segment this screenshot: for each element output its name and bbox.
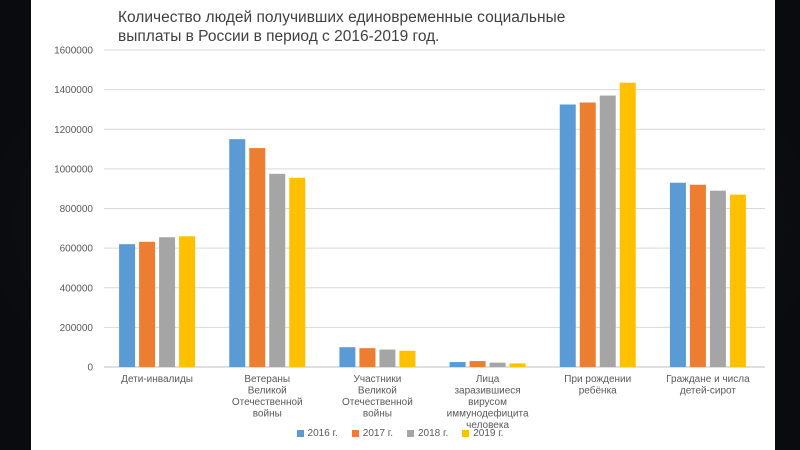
bar — [689, 184, 706, 367]
x-tick-label: Участники Великой Отечественной войны — [342, 374, 413, 420]
y-tick-label: 400000 — [60, 283, 94, 294]
x-axis-labels: Дети-инвалиды Ветераны Великой Отечественно… — [121, 374, 750, 431]
bar — [619, 82, 636, 368]
y-tick-label: 1200000 — [54, 125, 93, 136]
y-tick-label: 1000000 — [54, 164, 93, 175]
bar — [159, 237, 176, 367]
legend-swatch — [351, 430, 359, 437]
legend-label: 2018 г. — [418, 428, 449, 439]
bar — [249, 148, 266, 367]
bar — [729, 194, 746, 367]
x-tick-label: Граждане и числа детей-сирот — [666, 374, 750, 397]
bar — [509, 363, 526, 367]
chart-title-line-1: Количество людей получивших единовременн… — [118, 9, 566, 26]
legend-item: 2018 г. — [407, 428, 448, 439]
y-axis-ticks: 0 200000 400000 600000 800000 1000000 1200000 1… — [54, 46, 93, 374]
bar — [449, 362, 466, 367]
bar — [489, 362, 506, 367]
chart-panel — [31, 0, 775, 450]
y-tick-label: 200000 — [60, 323, 94, 334]
bar — [359, 348, 376, 367]
legend-item: 2019 г. — [462, 428, 503, 439]
legend-label: 2017 г. — [362, 428, 393, 439]
bar — [269, 173, 286, 367]
y-tick-label: 0 — [87, 363, 93, 374]
bar — [119, 244, 136, 367]
legend-label: 2019 г. — [473, 428, 504, 439]
legend-swatch — [296, 430, 304, 437]
y-tick-label: 1600000 — [54, 46, 93, 57]
legend-swatch — [407, 430, 414, 437]
bar — [139, 241, 156, 367]
bar — [379, 349, 396, 367]
gridlines — [104, 49, 765, 368]
bar — [289, 177, 306, 367]
bar — [179, 236, 196, 367]
y-tick-label: 1400000 — [54, 85, 93, 96]
legend-item: 2017 г. — [351, 428, 393, 439]
bar — [579, 102, 596, 368]
legend-label: 2016 г. — [307, 428, 338, 439]
bar — [339, 347, 356, 367]
bar — [559, 104, 576, 367]
legend-swatch — [462, 430, 470, 437]
bar — [709, 190, 726, 367]
bar — [229, 139, 246, 367]
chart-legend: 2016 г. 2017 г. 2018 г. 2019 г. — [0, 428, 800, 439]
legend-item: 2016 г. — [296, 428, 338, 439]
chart-title: Количество людей получивших единовременн… — [118, 8, 738, 46]
bar — [599, 95, 616, 367]
bar — [469, 361, 486, 367]
x-tick-label: Ветераны Великой Отечественной войны — [232, 374, 303, 420]
bar — [399, 350, 416, 367]
x-tick-label: Дети-инвалиды — [121, 374, 193, 385]
y-tick-label: 800000 — [60, 204, 94, 215]
y-tick-label: 600000 — [60, 244, 94, 255]
bars — [119, 82, 746, 368]
x-tick-label: При рождении ребёнка — [564, 374, 631, 397]
bar — [669, 182, 686, 367]
chart-title-line-2: выплаты в России в период с 2016-2019 го… — [118, 28, 440, 45]
x-tick-label: Лица заразившиеся вирусом иммунодефицита чел… — [447, 374, 529, 431]
